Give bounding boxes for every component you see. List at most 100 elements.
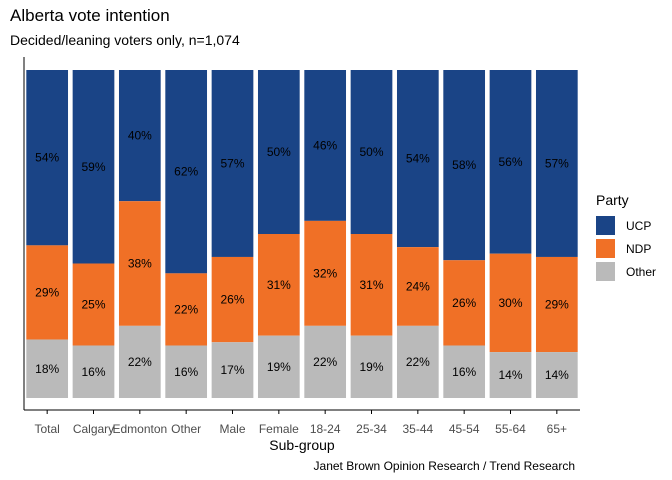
- bar-segment-ucp-other: [165, 70, 208, 274]
- legend-item-other: Other: [596, 260, 656, 283]
- bar-segment-ucp-calgary: [72, 70, 115, 264]
- bar-segment-ndp-total: [26, 245, 69, 340]
- x-tick-label-edmonton: Edmonton: [112, 422, 167, 436]
- bar-segment-ucp-35-44: [396, 70, 439, 248]
- bar-segment-ucp-25-34: [350, 70, 393, 234]
- bar-segment-other-55-64: [489, 352, 532, 398]
- x-tick-label-25-34: 25-34: [356, 422, 387, 436]
- bar-segment-other-25-34: [350, 335, 393, 398]
- data-label-ndp-other: 22%: [174, 302, 198, 316]
- bar-segment-ndp-65-: [535, 256, 578, 353]
- data-label-ndp-25-34: 31%: [359, 278, 383, 292]
- data-label-other-18-24: 22%: [313, 355, 337, 369]
- data-label-ndp-45-54: 26%: [452, 296, 476, 310]
- data-label-ucp-18-24: 46%: [313, 138, 337, 152]
- data-label-ucp-25-34: 50%: [359, 145, 383, 159]
- bar-segment-other-45-54: [443, 345, 486, 398]
- bar-segment-ndp-18-24: [304, 220, 347, 326]
- bar-segment-other-18-24: [304, 325, 347, 398]
- data-label-ndp-18-24: 32%: [313, 266, 337, 280]
- legend: Party UCP NDP Other: [596, 192, 656, 283]
- data-label-ndp-total: 29%: [35, 285, 59, 299]
- x-tick-label-calgary: Calgary: [73, 422, 114, 436]
- data-label-ucp-calgary: 59%: [81, 160, 105, 174]
- x-tick-label-35-44: 35-44: [402, 422, 433, 436]
- data-label-ndp-female: 31%: [267, 278, 291, 292]
- legend-swatch-ucp: [596, 216, 615, 235]
- x-tick-label-65-: 65+: [547, 422, 567, 436]
- x-tick-label-female: Female: [259, 422, 299, 436]
- legend-swatch-other: [596, 262, 615, 281]
- data-label-ndp-edmonton: 38%: [128, 257, 152, 271]
- caption: Janet Brown Opinion Research / Trend Res…: [313, 459, 575, 473]
- bar-segment-ndp-male: [211, 256, 254, 343]
- legend-title: Party: [596, 192, 629, 208]
- bar-segment-ucp-65-: [535, 70, 578, 257]
- legend-item-ndp: NDP: [596, 237, 656, 260]
- legend-label-ndp: NDP: [626, 241, 652, 256]
- data-label-other-male: 17%: [220, 363, 244, 377]
- data-label-ndp-male: 26%: [220, 293, 244, 307]
- data-label-ndp-35-44: 24%: [406, 279, 430, 293]
- legend-label-ucp: UCP: [626, 218, 652, 233]
- bar-segment-other-65-: [535, 352, 578, 398]
- data-label-other-55-64: 14%: [498, 368, 522, 382]
- data-label-other-calgary: 16%: [81, 365, 105, 379]
- legend-item-ucp: UCP: [596, 214, 656, 237]
- data-label-other-total: 18%: [35, 362, 59, 376]
- data-label-ndp-calgary: 25%: [81, 298, 105, 312]
- data-label-ucp-female: 50%: [267, 145, 291, 159]
- bar-segment-other-total: [26, 339, 69, 398]
- data-label-ucp-65-: 57%: [545, 156, 569, 170]
- data-label-other-edmonton: 22%: [128, 355, 152, 369]
- data-label-other-65-: 14%: [545, 368, 569, 382]
- bar-segment-ucp-55-64: [489, 70, 532, 254]
- bar-segment-ndp-35-44: [396, 247, 439, 326]
- bar-segment-other-male: [211, 342, 254, 398]
- x-axis-title: Sub-group: [269, 437, 335, 453]
- chart-title: Alberta vote intention: [10, 6, 170, 25]
- x-tick-label-55-64: 55-64: [495, 422, 526, 436]
- data-label-ucp-male: 57%: [220, 156, 244, 170]
- bar-segment-ucp-total: [26, 70, 69, 246]
- bar-segment-other-35-44: [396, 325, 439, 398]
- bar-segment-ndp-other: [165, 273, 208, 346]
- x-tick-label-male: Male: [219, 422, 245, 436]
- data-label-other-25-34: 19%: [359, 360, 383, 374]
- data-label-ucp-45-54: 58%: [452, 158, 476, 172]
- bar-segment-ucp-female: [257, 70, 300, 234]
- x-tick-label-45-54: 45-54: [449, 422, 480, 436]
- legend-label-other: Other: [626, 264, 657, 279]
- bar-segment-ucp-45-54: [443, 70, 486, 261]
- bar-segment-ndp-25-34: [350, 234, 393, 336]
- bar-segment-other-calgary: [72, 345, 115, 398]
- bar-segment-ucp-edmonton: [118, 70, 161, 202]
- data-label-ucp-total: 54%: [35, 151, 59, 165]
- data-label-ucp-55-64: 56%: [498, 155, 522, 169]
- x-tick-label-18-24: 18-24: [310, 422, 341, 436]
- data-label-other-45-54: 16%: [452, 365, 476, 379]
- bar-segment-ucp-18-24: [304, 70, 347, 221]
- bar-segment-ndp-edmonton: [118, 201, 161, 326]
- bar-segment-other-other: [165, 345, 208, 398]
- data-label-ucp-35-44: 54%: [406, 152, 430, 166]
- data-label-other-35-44: 22%: [406, 355, 430, 369]
- bar-segment-other-edmonton: [118, 325, 161, 398]
- bar-segment-ucp-male: [211, 70, 254, 257]
- x-tick-label-other: Other: [171, 422, 201, 436]
- data-label-ndp-65-: 29%: [545, 298, 569, 312]
- bar-segment-ndp-45-54: [443, 260, 486, 346]
- data-label-ucp-edmonton: 40%: [128, 129, 152, 143]
- bar-segment-other-female: [257, 335, 300, 398]
- x-tick-label-total: Total: [34, 422, 59, 436]
- data-label-ndp-55-64: 30%: [498, 296, 522, 310]
- bar-segment-ndp-calgary: [72, 263, 115, 346]
- chart-subtitle: Decided/leaning voters only, n=1,074: [10, 32, 240, 48]
- bar-segment-ndp-55-64: [489, 253, 532, 353]
- bar-segment-ndp-female: [257, 234, 300, 336]
- data-label-other-other: 16%: [174, 365, 198, 379]
- data-label-other-female: 19%: [267, 360, 291, 374]
- data-label-ucp-other: 62%: [174, 165, 198, 179]
- legend-swatch-ndp: [596, 239, 615, 258]
